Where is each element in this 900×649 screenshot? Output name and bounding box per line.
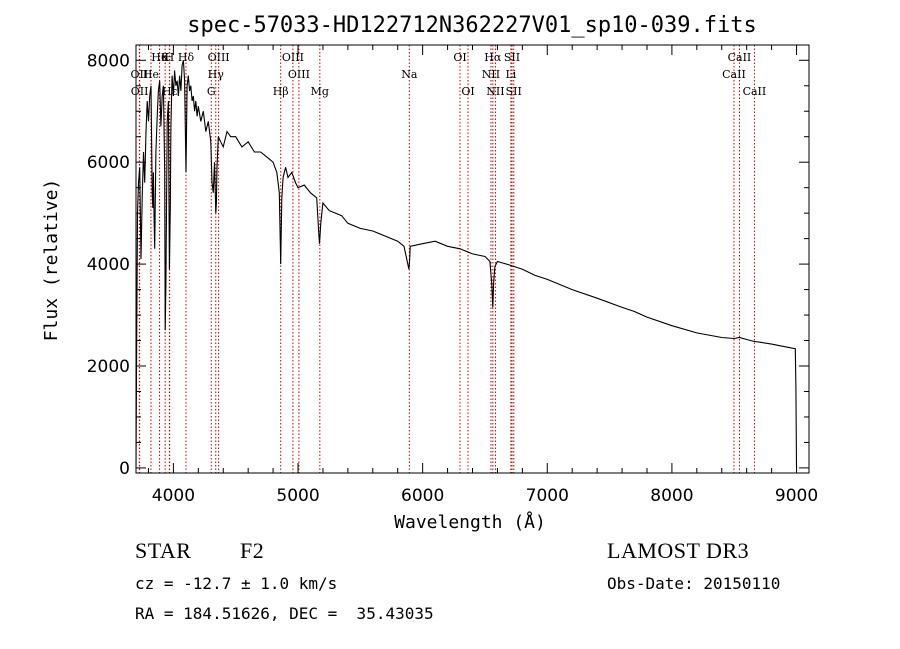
line-label-OIII: OIII (208, 51, 230, 64)
line-label-NII: NII (482, 68, 500, 81)
flux-series-line (135, 60, 798, 468)
x-tick-label: 7000 (526, 486, 569, 506)
x-tick-label: 9000 (775, 486, 818, 506)
x-tick-label: 4000 (152, 486, 195, 506)
line-label-CaII: CaII (722, 68, 746, 81)
line-label-OI: OI (453, 51, 466, 64)
y-tick-label: 8000 (87, 51, 130, 71)
line-label-G: G (207, 85, 216, 98)
line-label-Hγ: Hγ (208, 68, 225, 81)
y-tick-label: 2000 (87, 357, 130, 377)
spectral-line-markers (138, 45, 755, 473)
line-label-Li: Li (505, 68, 516, 81)
line-label-H: H (165, 51, 175, 64)
object-class: STAR (135, 538, 192, 563)
line-label-OII: OII (131, 68, 149, 81)
line-label-Na: Na (401, 68, 418, 81)
y-tick-label: 4000 (87, 255, 130, 275)
line-label-OIII: OIII (282, 51, 304, 64)
line-label-CaII: CaII (728, 51, 752, 64)
redshift-readout: cz = -12.7 ± 1.0 km/s (135, 574, 338, 593)
line-label-K: K (161, 51, 170, 64)
line-label-CaII: CaII (743, 85, 767, 98)
line-label-SII: SII (506, 85, 522, 98)
line-label-Hδ: Hδ (178, 51, 195, 64)
line-label-OIII: OIII (288, 68, 310, 81)
x-tick-label: 5000 (276, 486, 319, 506)
y-tick-label: 6000 (87, 153, 130, 173)
line-label-Hε: Hε (162, 85, 178, 98)
line-label-He: He (143, 68, 159, 81)
line-label-OI: OI (461, 85, 474, 98)
line-label-Hα: Hα (484, 51, 502, 64)
x-tick-label: 8000 (650, 486, 693, 506)
line-label-Hβ: Hβ (273, 85, 289, 98)
axis-ticks: 4000 5000 6000 7000 8000 9000 0 2000 4000 6000 800… (87, 45, 818, 506)
line-label-Mg: Mg (311, 85, 329, 98)
spectrum-chart: spec-57033-HD122712N362227V01_sp10-039.f… (41, 13, 818, 533)
survey-name: LAMOST DR3 (607, 538, 750, 563)
x-axis-label: Wavelength (Å) (394, 511, 546, 533)
plot-frame (135, 44, 810, 474)
y-tick-label: 0 (119, 459, 130, 479)
line-label-H6: H6 (151, 51, 168, 64)
line-label-SII: SII (504, 51, 520, 64)
line-label-NII: NII (486, 85, 504, 98)
observation-date: Obs-Date: 20150110 (607, 574, 781, 593)
x-tick-label: 6000 (401, 486, 444, 506)
chart-title: spec-57033-HD122712N362227V01_sp10-039.f… (187, 13, 757, 38)
y-axis-label: Flux (relative) (41, 179, 62, 342)
object-subclass: F2 (240, 538, 265, 563)
line-label-OII: OII (131, 85, 149, 98)
coordinates-readout: RA = 184.51626, DEC = 35.43035 (135, 604, 434, 623)
